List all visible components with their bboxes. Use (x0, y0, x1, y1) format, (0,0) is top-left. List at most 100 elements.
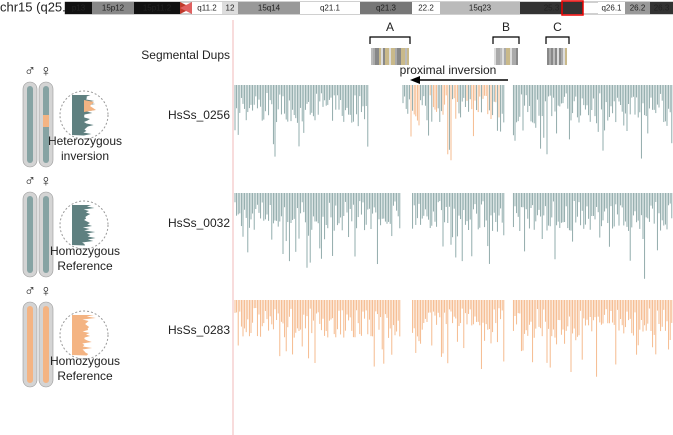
band-label: p13 (72, 4, 86, 13)
dup-block (391, 48, 393, 65)
genotype-label: Homozygous (50, 354, 120, 368)
band-label: q11.2 (197, 4, 217, 13)
sample-label: HsSs_0283 (168, 323, 230, 337)
dup-block (551, 48, 553, 65)
band-label: q21.1 (320, 4, 341, 13)
dup-block (373, 48, 375, 65)
dup-block (494, 48, 496, 65)
dup-block (385, 48, 387, 65)
dup-block (502, 48, 504, 65)
genotype-label: Homozygous (50, 244, 120, 258)
dup-block (498, 48, 500, 65)
dup-block (555, 48, 557, 65)
dup-block (395, 48, 397, 65)
band-label: 15p11.2 (143, 4, 172, 13)
male-symbol: ♂ (24, 63, 36, 80)
dup-block (387, 48, 389, 65)
region-label: B (502, 20, 510, 34)
dup-block (389, 48, 391, 65)
chromatid (27, 196, 33, 273)
bracket (492, 36, 520, 44)
band (360, 2, 412, 14)
dup-block (381, 48, 383, 65)
female-symbol: ♀ (40, 173, 52, 190)
sample-label: HsSs_0256 (168, 108, 230, 122)
chromatid (27, 86, 33, 163)
dup-block (512, 48, 514, 65)
dup-block (514, 48, 516, 65)
male-symbol: ♂ (24, 173, 36, 190)
dup-block (371, 48, 373, 65)
bracket (369, 36, 411, 44)
dup-block (379, 48, 381, 65)
profile-inv (84, 100, 96, 112)
dup-block (516, 48, 518, 65)
genotype-label: Reference (57, 259, 113, 273)
band (65, 2, 92, 14)
region-label: C (553, 20, 562, 34)
band-label: 15q23 (469, 4, 492, 13)
dup-block (510, 48, 512, 65)
female-symbol: ♀ (40, 283, 52, 300)
chromatid (43, 306, 49, 383)
dup-block (506, 48, 508, 65)
dup-block (399, 48, 401, 65)
inversion (43, 115, 49, 127)
band (520, 2, 583, 14)
band (440, 2, 520, 14)
dup-block (553, 48, 555, 65)
dups-label: Segmental Dups (141, 48, 230, 62)
dup-block (397, 48, 399, 65)
dup-block (496, 48, 498, 65)
dup-block (401, 48, 403, 65)
tracks: HsSs_0256 HsSs_0032 HsSs_0283 (168, 85, 673, 377)
band (412, 2, 440, 14)
dup-block (565, 48, 567, 65)
dup-block (393, 48, 395, 65)
band-label: 15q14 (258, 4, 281, 13)
profile (72, 205, 96, 246)
region-label: A (386, 20, 394, 34)
bracket (545, 36, 570, 44)
band-label: 25.3 (544, 4, 560, 13)
dup-block (563, 48, 565, 65)
dup-block (377, 48, 379, 65)
band-label: 26.3 (654, 4, 670, 13)
band (134, 2, 180, 14)
chromatid (27, 306, 33, 383)
arrow-label: proximal inversion (400, 63, 497, 77)
dup-block (383, 48, 385, 65)
dup-block (504, 48, 506, 65)
dup-block (549, 48, 551, 65)
dup-block (561, 48, 563, 65)
dup-block (508, 48, 510, 65)
profile (72, 315, 96, 356)
male-symbol: ♂ (24, 283, 36, 300)
band (222, 2, 238, 14)
profile (72, 95, 96, 136)
band-label: 26.2 (630, 4, 646, 13)
dup-block (559, 48, 561, 65)
female-symbol: ♀ (40, 63, 52, 80)
centromere (180, 2, 192, 14)
dup-block (407, 48, 409, 65)
band (300, 2, 360, 14)
band-label: q21.3 (376, 4, 397, 13)
band-label: 22.2 (418, 4, 434, 13)
chromatid (43, 196, 49, 273)
band (625, 2, 650, 14)
dup-block (557, 48, 559, 65)
band (650, 2, 673, 14)
dup-block (500, 48, 502, 65)
ideogram: p13 15p12 15p11.2 q11.2 12 15q14 q21.1 q21.3 22.… (64, 0, 673, 16)
genotype-label: Reference (57, 369, 113, 383)
dup-block (403, 48, 405, 65)
region-box (561, 0, 584, 16)
genotype-label: Heterozygous (48, 134, 122, 148)
dups: A B C (369, 20, 570, 65)
band (598, 2, 625, 14)
band-label: 15p12 (102, 4, 125, 13)
band (192, 2, 222, 14)
